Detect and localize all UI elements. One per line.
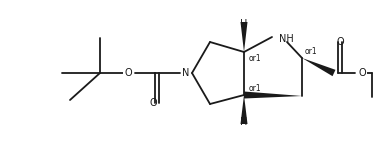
Text: NH: NH bbox=[279, 34, 294, 44]
Text: or1: or1 bbox=[249, 54, 262, 63]
Text: N: N bbox=[182, 68, 190, 78]
Polygon shape bbox=[244, 92, 302, 99]
Polygon shape bbox=[241, 22, 248, 52]
Text: or1: or1 bbox=[305, 47, 317, 56]
Polygon shape bbox=[241, 95, 248, 124]
Text: O: O bbox=[149, 98, 157, 108]
Text: H: H bbox=[240, 117, 248, 127]
Text: O: O bbox=[336, 37, 344, 47]
Text: or1: or1 bbox=[249, 84, 262, 93]
Text: H: H bbox=[240, 19, 248, 29]
Polygon shape bbox=[302, 58, 335, 76]
Text: O: O bbox=[358, 68, 366, 78]
Text: O: O bbox=[124, 68, 132, 78]
